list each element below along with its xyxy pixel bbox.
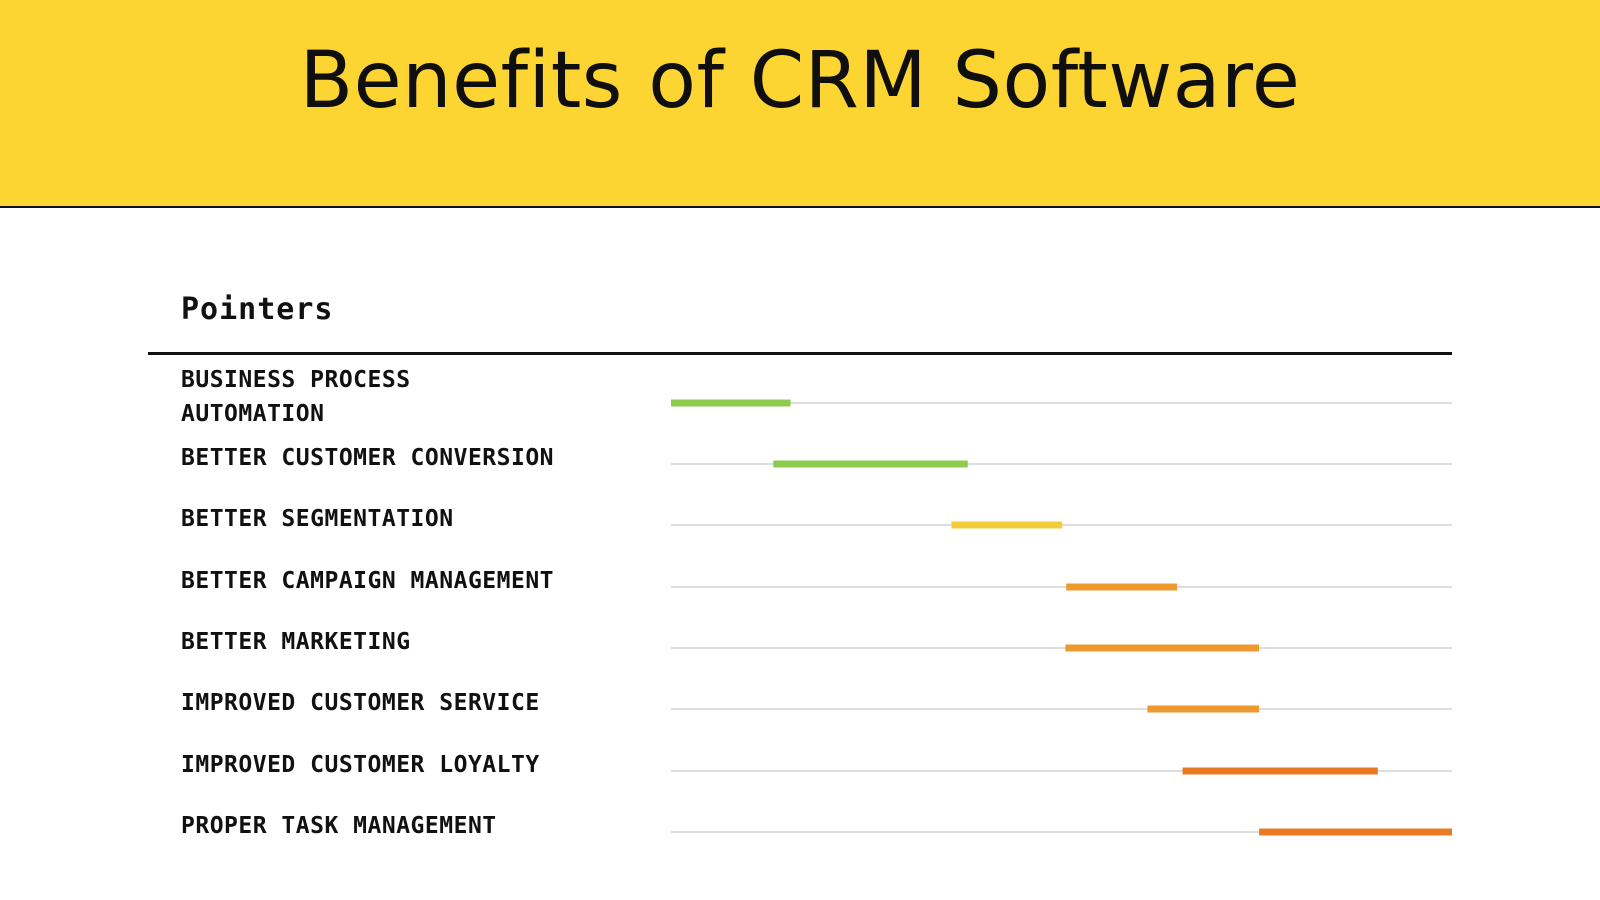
gantt-bar: [1182, 767, 1378, 775]
category-label: IMPROVED CUSTOMER SERVICE: [181, 690, 540, 716]
gantt-bar: [1065, 644, 1260, 652]
gantt-bar: [1066, 583, 1178, 591]
gantt-bar: [1259, 828, 1452, 836]
category-label: BETTER CUSTOMER CONVERSION: [181, 445, 555, 471]
page-title: Benefits of CRM Software: [299, 36, 1301, 126]
gantt-bar: [671, 399, 791, 407]
category-label: BUSINESS PROCESS AUTOMATION: [181, 367, 411, 427]
title-banner: Benefits of CRM Software: [0, 0, 1600, 208]
category-label: BETTER CAMPAIGN MANAGEMENT: [181, 568, 555, 594]
category-label: BETTER MARKETING: [181, 629, 411, 655]
category-label: PROPER TASK MANAGEMENT: [181, 813, 497, 839]
gantt-bar: [951, 521, 1063, 529]
gantt-bar: [1147, 705, 1260, 713]
category-label: IMPROVED CUSTOMER LOYALTY: [181, 752, 540, 778]
header-rule: [148, 352, 1452, 355]
category-label: BETTER SEGMENTATION: [181, 506, 454, 532]
gantt-bar: [773, 460, 968, 468]
column-heading: Pointers: [181, 292, 334, 327]
